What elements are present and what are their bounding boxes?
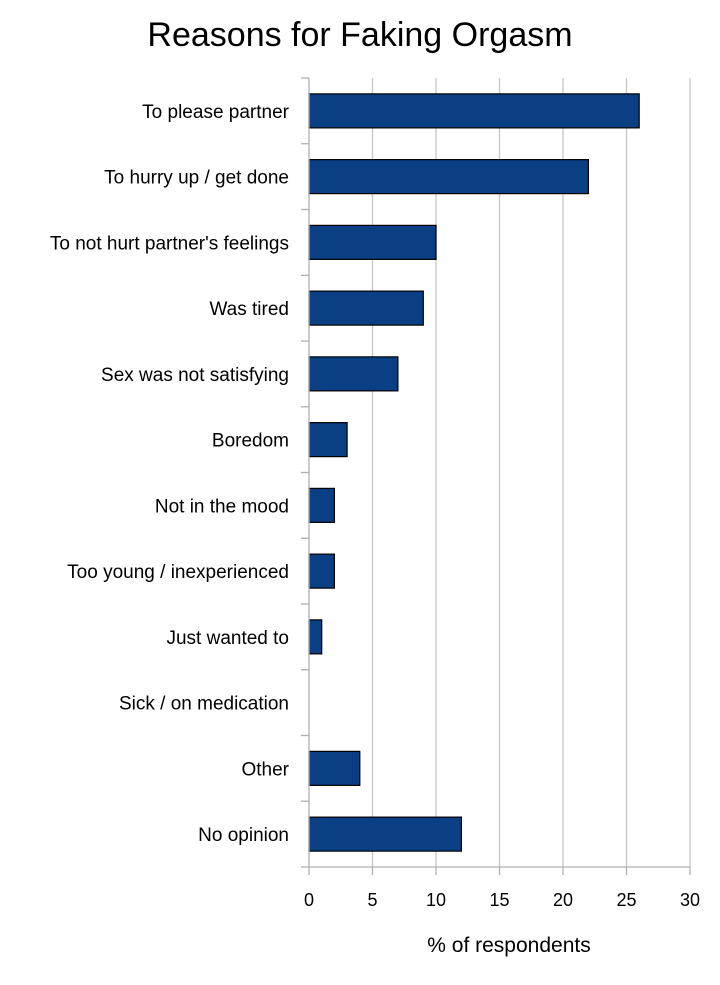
x-tick-label: 10 (426, 890, 446, 910)
category-label: Boredom (212, 431, 289, 452)
axes (301, 77, 691, 875)
category-label: No opinion (198, 825, 289, 846)
category-label: Sex was not satisfying (101, 365, 289, 386)
bar (308, 159, 589, 195)
chart-title: Reasons for Faking Orgasm (147, 16, 573, 54)
category-label: Other (241, 759, 289, 780)
bar (308, 422, 348, 458)
category-label: Just wanted to (166, 628, 289, 649)
bar (308, 750, 361, 786)
category-label: To hurry up / get done (104, 168, 289, 189)
grid-lines (371, 78, 691, 867)
bars (308, 93, 640, 852)
bar (308, 816, 462, 852)
bar (308, 619, 323, 655)
x-tick-label: 25 (616, 890, 636, 910)
bar (308, 224, 437, 260)
category-labels: To please partner To hurry up / get done T… (50, 102, 290, 846)
category-label: Was tired (209, 299, 289, 320)
x-tick-label: 20 (553, 890, 573, 910)
x-tick-label: 30 (680, 890, 700, 910)
x-axis-title: % of respondents (427, 934, 590, 957)
category-label: Sick / on medication (119, 694, 289, 715)
category-label: Too young / inexperienced (67, 562, 289, 583)
bar (308, 93, 640, 129)
x-tick-label: 15 (489, 890, 509, 910)
bar (308, 356, 399, 392)
category-label: Not in the mood (155, 496, 289, 517)
x-tick-label: 0 (304, 890, 314, 910)
category-label: To please partner (142, 102, 289, 123)
bar (308, 553, 335, 589)
x-tick-labels: 0 5 10 15 20 25 30 (304, 890, 700, 910)
bar (308, 290, 424, 326)
category-label: To not hurt partner's feelings (50, 233, 289, 254)
bar (308, 487, 335, 523)
x-tick-label: 5 (367, 890, 377, 910)
